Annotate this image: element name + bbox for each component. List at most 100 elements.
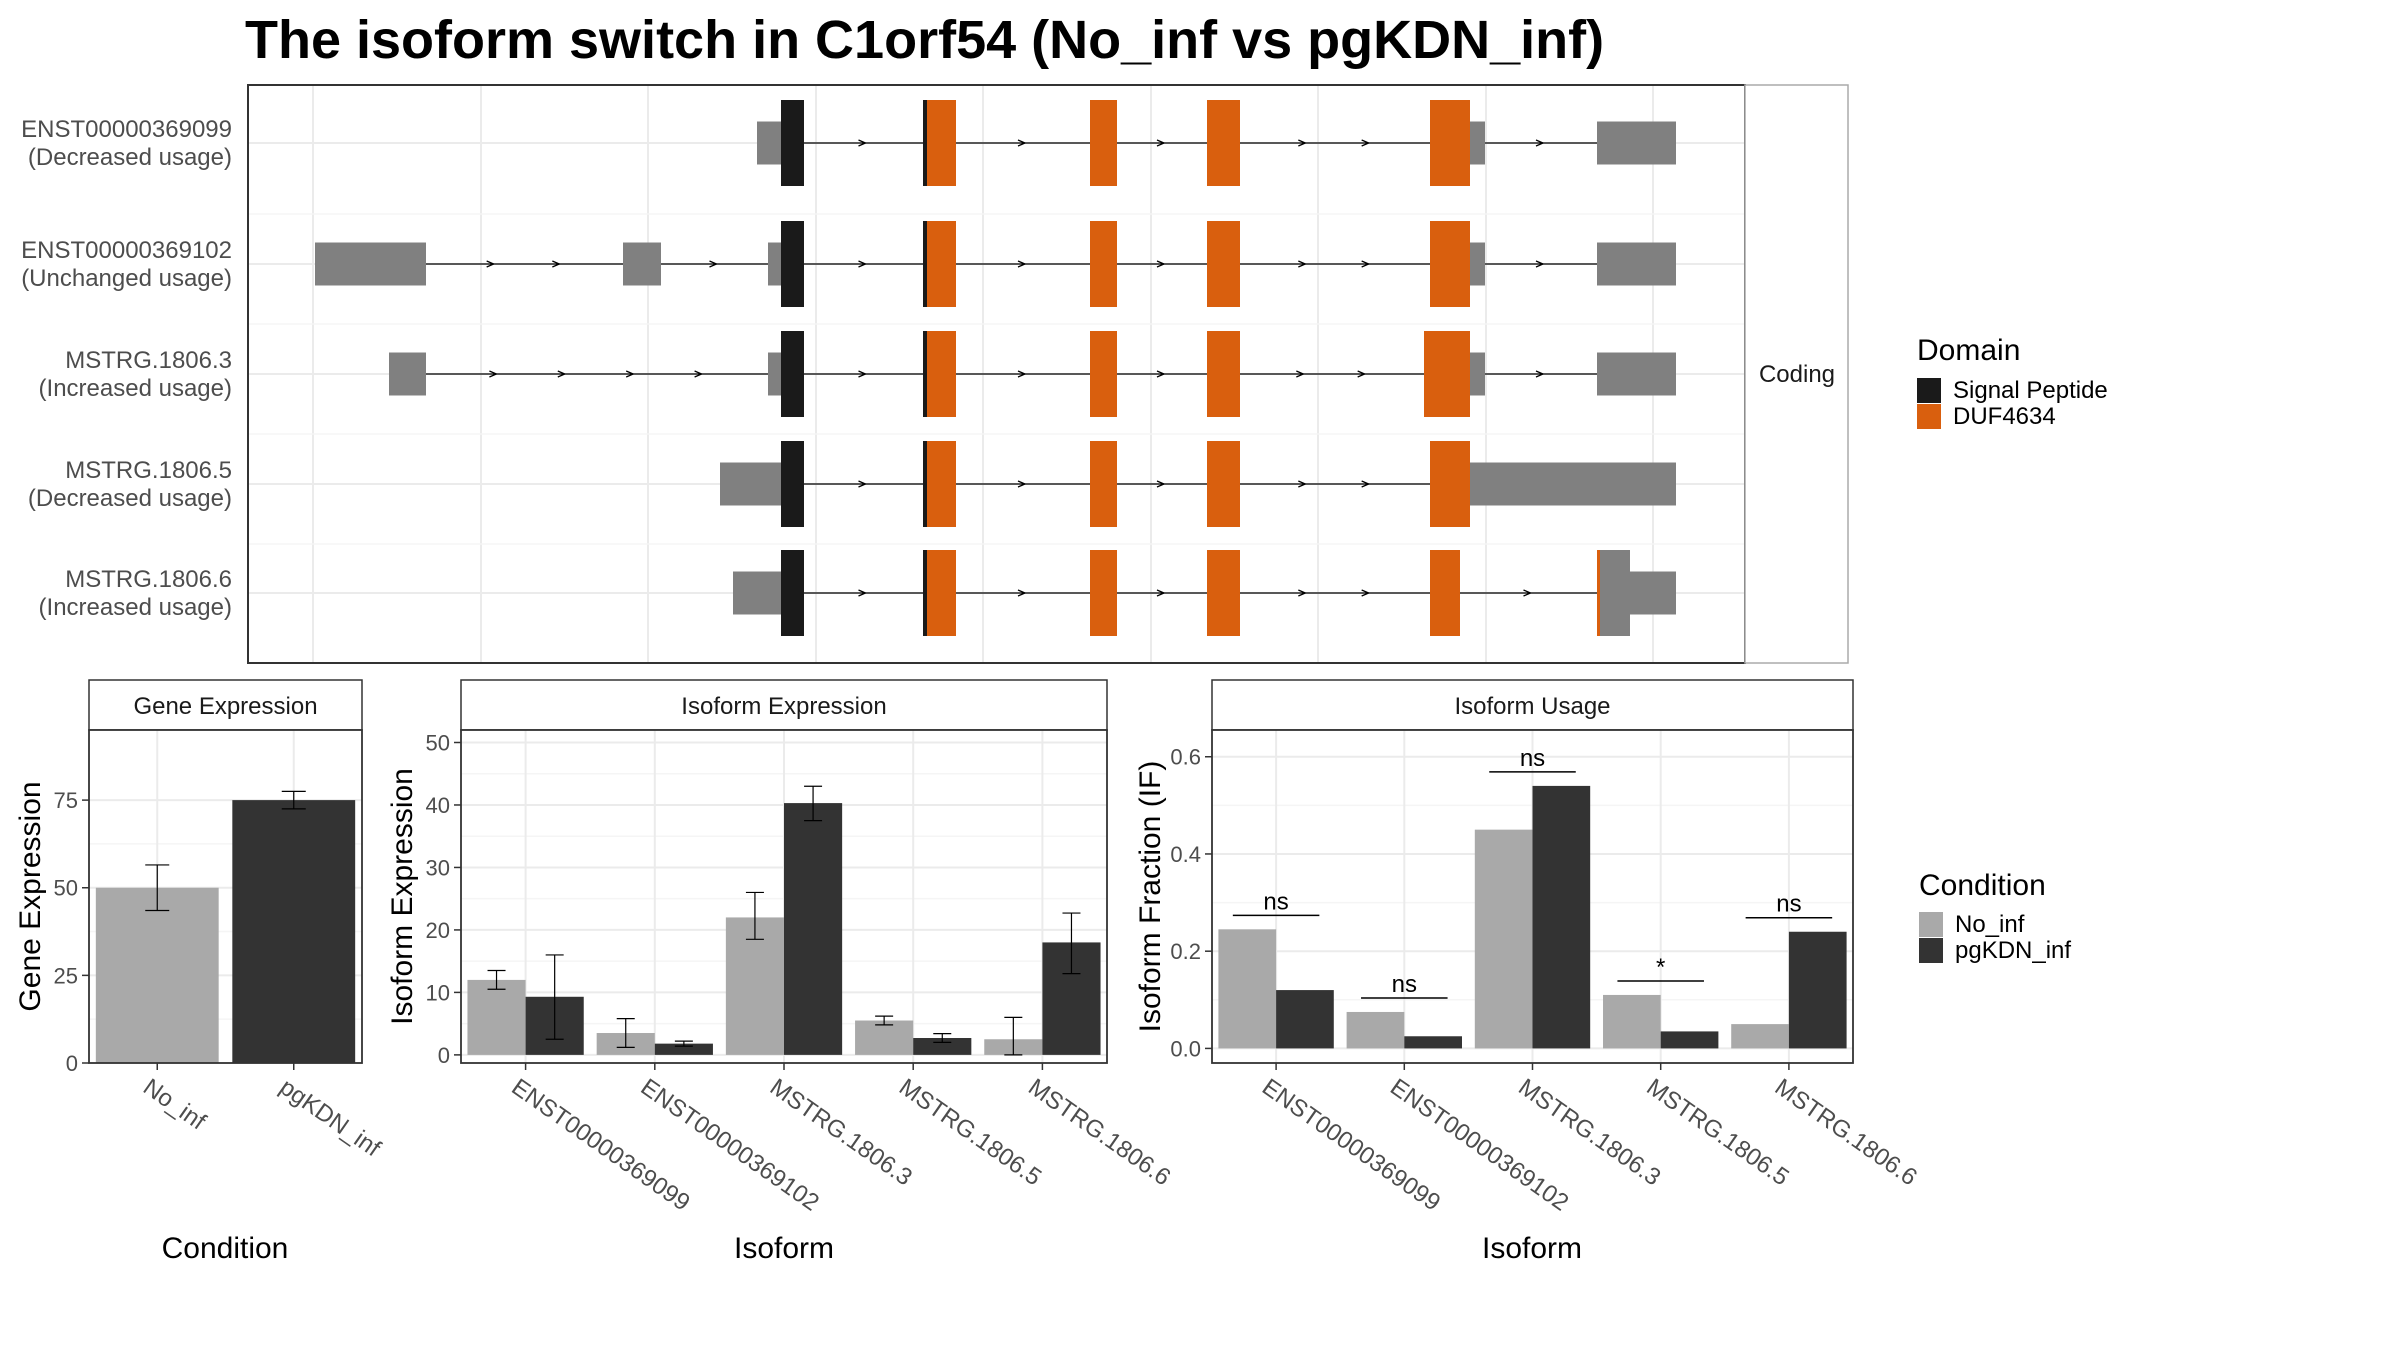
exon-utr xyxy=(623,242,661,286)
intron-arrow xyxy=(486,260,496,268)
significance-label: ns xyxy=(1263,888,1288,915)
bar-No_inf-ENST00000369099 xyxy=(467,979,526,1055)
y-axis-title: Isoform Fraction (IF) xyxy=(1134,761,1167,1033)
duf4634-domain xyxy=(1430,550,1460,636)
signal-peptide-domain xyxy=(781,550,804,636)
bar-No_inf-ENST00000369102 xyxy=(1346,1011,1405,1049)
intron-arrow xyxy=(1017,260,1027,268)
bar-pgKDN_inf-ENST00000369102 xyxy=(654,1043,713,1055)
intron-arrow xyxy=(858,589,868,597)
significance-label: * xyxy=(1656,954,1665,981)
duf4634-domain xyxy=(1090,100,1117,186)
figure-title: The isoform switch in C1orf54 (No_inf vs… xyxy=(245,10,1604,70)
duf4634-domain xyxy=(927,221,956,307)
exon-utr xyxy=(1597,352,1676,396)
condition-legend-title: Condition xyxy=(1919,869,2046,902)
exon-utr xyxy=(1597,242,1676,286)
panel-title: Isoform Usage xyxy=(1454,693,1610,720)
exon-utr xyxy=(389,352,426,396)
track-label-usage: (Increased usage) xyxy=(39,375,232,402)
panel-border xyxy=(88,729,363,1064)
chart-panel-0: Gene Expression 0 25 50 75 No_inf pgKDN_inf Con… xyxy=(14,679,386,1265)
intron-arrow xyxy=(1156,589,1166,597)
intron-arrow xyxy=(1298,589,1307,597)
y-tick-label: 20 xyxy=(426,918,450,943)
signal-peptide-domain xyxy=(781,331,804,417)
x-tick-label: MSTRG.1806.5 xyxy=(894,1074,1046,1192)
condition-legend-label: No_inf xyxy=(1955,911,2025,938)
y-tick-label: 40 xyxy=(426,793,450,818)
exon-utr xyxy=(733,571,781,615)
track-label-id: ENST00000369099 xyxy=(21,116,232,143)
bar-pgKDN_inf-MSTRG.1806.5 xyxy=(1660,1031,1719,1049)
exon-utr xyxy=(768,242,781,286)
y-tick-label: 50 xyxy=(54,876,78,901)
domain-legend-label: DUF4634 xyxy=(1953,403,2056,430)
duf4634-domain xyxy=(927,100,956,186)
duf4634-domain xyxy=(1207,441,1240,527)
intron-arrow xyxy=(1156,480,1166,488)
chart-panel-1: Isoform Expression01020304050ENST0000036… xyxy=(386,679,1175,1265)
bar-No_inf-MSTRG.1806.5 xyxy=(855,1020,914,1055)
exon-utr xyxy=(1597,121,1676,165)
significance-label: ns xyxy=(1776,891,1801,918)
intron-arrow xyxy=(1156,260,1166,268)
y-tick-label: 0.4 xyxy=(1170,842,1201,867)
coding-strip-label: Coding xyxy=(1759,361,1835,388)
duf4634-domain xyxy=(1430,221,1470,307)
duf4634-domain xyxy=(927,441,956,527)
signal-peptide-domain xyxy=(923,100,927,186)
track-label-usage: (Decreased usage) xyxy=(28,485,232,512)
bar-No_inf-MSTRG.1806.6 xyxy=(1731,1024,1789,1049)
y-tick-label: 0 xyxy=(66,1051,78,1076)
intron-arrow xyxy=(1361,260,1371,268)
x-axis-title: Isoform xyxy=(734,1232,834,1265)
intron-arrow xyxy=(1017,480,1027,488)
exon-utr xyxy=(720,462,781,506)
signal-peptide-domain xyxy=(781,221,804,307)
intron-arrow xyxy=(1156,370,1166,378)
bar-pgKDN_inf-MSTRG.1806.6 xyxy=(1788,931,1847,1049)
intron-arrow xyxy=(858,370,868,378)
intron-arrow xyxy=(1361,589,1371,597)
y-tick-label: 50 xyxy=(426,730,450,755)
bar-No_inf-MSTRG.1806.3 xyxy=(1474,829,1533,1049)
panel-title: Isoform Expression xyxy=(681,693,886,720)
bar-No_inf xyxy=(95,887,219,1063)
signal-peptide-domain xyxy=(781,100,804,186)
intron-arrow xyxy=(1523,589,1533,597)
x-axis-title: Isoform xyxy=(1482,1232,1582,1265)
domain-legend-key xyxy=(1917,378,1941,403)
bar-pgKDN_inf-ENST00000369102 xyxy=(1404,1036,1462,1049)
bar-pgKDN_inf-ENST00000369099 xyxy=(1276,990,1334,1049)
intron-arrow xyxy=(489,370,499,378)
y-tick-label: 75 xyxy=(54,788,78,813)
duf4634-domain xyxy=(1207,221,1240,307)
exon-utr xyxy=(1470,121,1485,165)
y-tick-label: 0.0 xyxy=(1170,1036,1201,1061)
duf4634-domain xyxy=(1207,100,1240,186)
intron-arrow xyxy=(1156,139,1166,147)
signal-peptide-domain xyxy=(923,331,927,417)
domain-legend-label: Signal Peptide xyxy=(1953,377,2108,404)
y-tick-label: 25 xyxy=(54,963,78,988)
panel-title: Gene Expression xyxy=(133,693,317,720)
track-label-usage: (Increased usage) xyxy=(39,594,232,621)
intron-arrow xyxy=(1017,139,1027,147)
y-tick-label: 0.2 xyxy=(1170,939,1201,964)
exon-utr xyxy=(768,352,781,396)
signal-peptide-domain xyxy=(923,221,927,307)
intron-arrow xyxy=(1298,260,1307,268)
panel-strip xyxy=(88,679,363,731)
intron-arrow xyxy=(1535,260,1545,268)
duf4634-domain xyxy=(1090,331,1117,417)
condition-legend-key xyxy=(1919,912,1943,937)
bar-No_inf-ENST00000369099 xyxy=(1218,929,1277,1049)
intron-arrow xyxy=(1017,589,1027,597)
bar-pgKDN_inf-MSTRG.1806.5 xyxy=(913,1038,972,1055)
intron-arrow xyxy=(1361,480,1371,488)
intron-arrow xyxy=(1017,370,1027,378)
exon-utr xyxy=(1470,462,1676,506)
